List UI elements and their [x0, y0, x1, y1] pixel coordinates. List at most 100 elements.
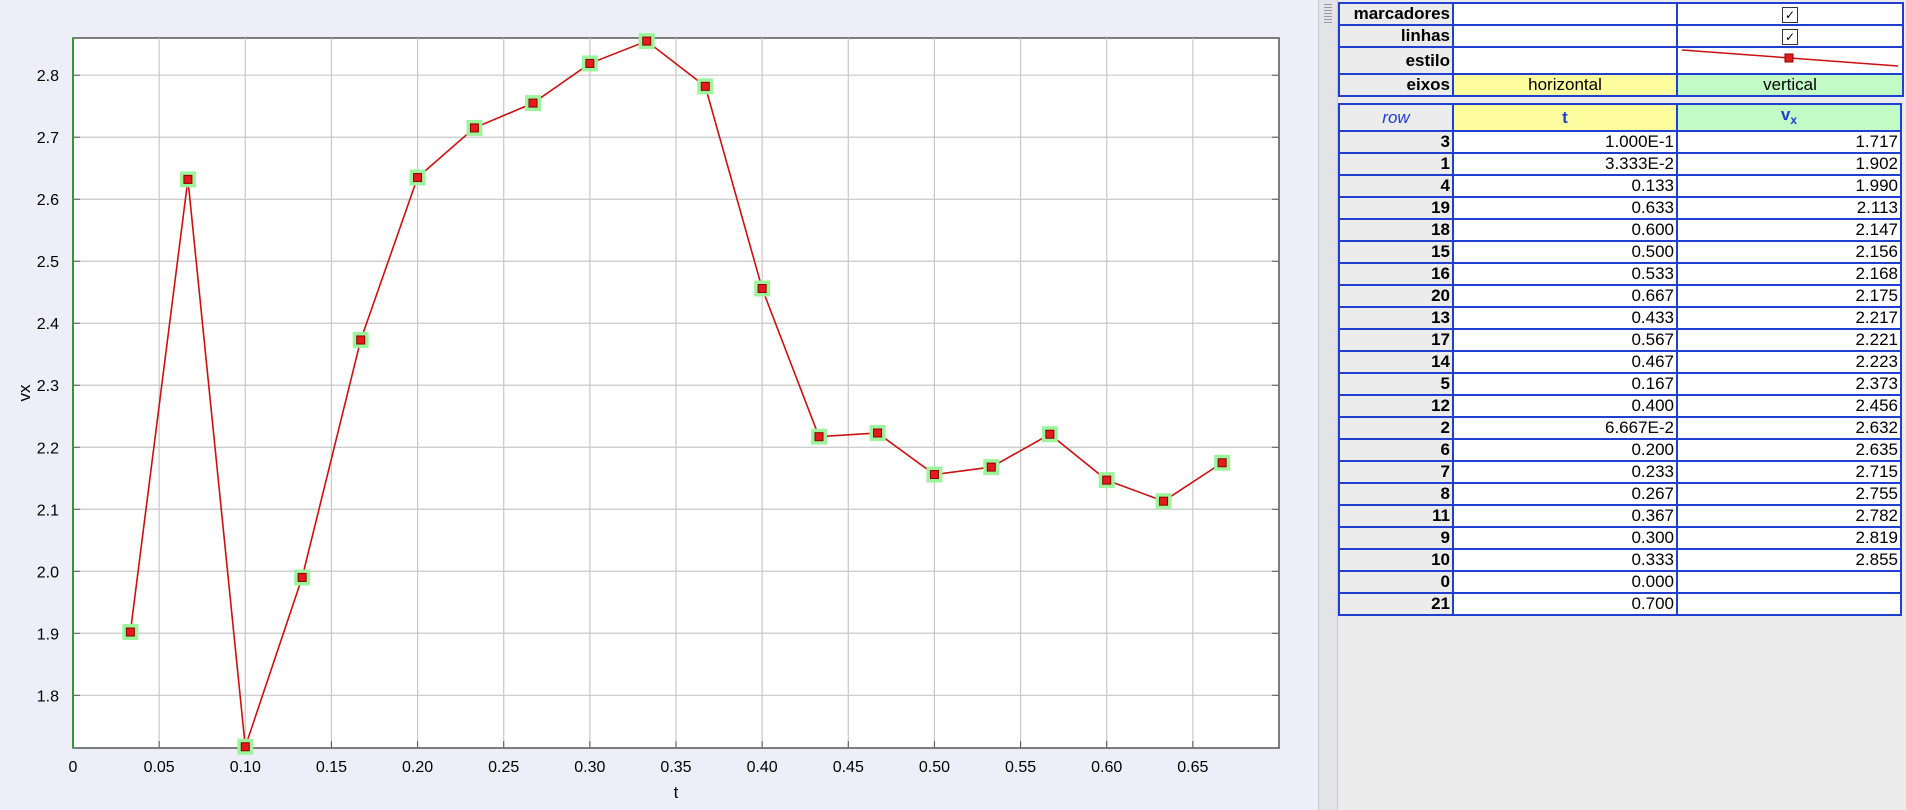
splitter-grip-icon[interactable] [1324, 4, 1332, 24]
t-cell[interactable]: 0.300 [1452, 526, 1678, 550]
table-row[interactable]: 4 0.133 1.990 [1338, 174, 1902, 198]
t-cell[interactable]: 0.567 [1452, 328, 1678, 352]
t-cell[interactable]: 0.600 [1452, 218, 1678, 242]
t-cell[interactable]: 0.467 [1452, 350, 1678, 374]
table-row[interactable]: 5 0.167 2.373 [1338, 372, 1902, 396]
data-point-marker[interactable] [240, 742, 250, 752]
vx-cell[interactable]: 2.373 [1676, 372, 1902, 396]
t-cell[interactable]: 1.000E-1 [1452, 130, 1678, 154]
row-index-cell[interactable]: 5 [1338, 372, 1454, 396]
row-index-cell[interactable]: 10 [1338, 548, 1454, 572]
t-cell[interactable]: 0.633 [1452, 196, 1678, 220]
vertical-axis-column[interactable]: vertical [1676, 73, 1904, 97]
table-row[interactable]: 16 0.533 2.168 [1338, 262, 1902, 286]
vx-cell[interactable]: 2.113 [1676, 196, 1902, 220]
vx-cell[interactable]: 2.147 [1676, 218, 1902, 242]
data-point-marker[interactable] [986, 462, 996, 472]
data-point-marker[interactable] [297, 572, 307, 582]
t-cell[interactable]: 0.133 [1452, 174, 1678, 198]
table-row[interactable]: 13 0.433 2.217 [1338, 306, 1902, 330]
table-row[interactable]: 10 0.333 2.855 [1338, 548, 1902, 572]
t-cell[interactable]: 0.200 [1452, 438, 1678, 462]
vx-cell[interactable]: 2.168 [1676, 262, 1902, 286]
table-row[interactable]: 7 0.233 2.715 [1338, 460, 1902, 484]
vx-cell[interactable]: 2.755 [1676, 482, 1902, 506]
t-cell[interactable]: 0.367 [1452, 504, 1678, 528]
vx-cell[interactable]: 1.902 [1676, 152, 1902, 176]
t-cell[interactable]: 6.667E-2 [1452, 416, 1678, 440]
vx-cell[interactable]: 2.632 [1676, 416, 1902, 440]
table-row[interactable]: 6 0.200 2.635 [1338, 438, 1902, 462]
table-row[interactable]: 0 0.000 [1338, 570, 1902, 594]
row-index-cell[interactable]: 14 [1338, 350, 1454, 374]
t-cell[interactable]: 0.267 [1452, 482, 1678, 506]
t-cell[interactable]: 0.500 [1452, 240, 1678, 264]
row-index-cell[interactable]: 19 [1338, 196, 1454, 220]
t-cell[interactable]: 0.667 [1452, 284, 1678, 308]
row-column-header[interactable]: row [1338, 103, 1454, 132]
markers-checkbox[interactable]: ✓ [1782, 6, 1798, 23]
table-row[interactable]: 21 0.700 [1338, 592, 1902, 616]
data-point-marker[interactable] [1102, 475, 1112, 485]
t-column-header[interactable]: t [1452, 103, 1678, 132]
data-point-marker[interactable] [1159, 496, 1169, 506]
data-point-marker[interactable] [1217, 458, 1227, 468]
table-row[interactable]: 11 0.367 2.782 [1338, 504, 1902, 528]
table-row[interactable]: 8 0.267 2.755 [1338, 482, 1902, 506]
row-index-cell[interactable]: 6 [1338, 438, 1454, 462]
row-index-cell[interactable]: 20 [1338, 284, 1454, 308]
vx-cell[interactable]: 1.717 [1676, 130, 1902, 154]
panel-splitter[interactable] [1318, 0, 1338, 810]
vx-cell[interactable]: 2.223 [1676, 350, 1902, 374]
vx-cell[interactable]: 2.175 [1676, 284, 1902, 308]
t-cell[interactable]: 3.333E-2 [1452, 152, 1678, 176]
t-cell[interactable]: 0.000 [1452, 570, 1678, 594]
vx-cell[interactable] [1676, 592, 1902, 616]
vx-cell[interactable]: 2.819 [1676, 526, 1902, 550]
horizontal-axis-column[interactable]: horizontal [1452, 73, 1678, 97]
data-point-marker[interactable] [183, 174, 193, 184]
data-point-marker[interactable] [757, 284, 767, 294]
row-index-cell[interactable]: 7 [1338, 460, 1454, 484]
row-index-cell[interactable]: 11 [1338, 504, 1454, 528]
table-row[interactable]: 18 0.600 2.147 [1338, 218, 1902, 242]
row-index-cell[interactable]: 9 [1338, 526, 1454, 550]
vx-cell[interactable]: 2.221 [1676, 328, 1902, 352]
t-cell[interactable]: 0.233 [1452, 460, 1678, 484]
t-cell[interactable]: 0.400 [1452, 394, 1678, 418]
row-index-cell[interactable]: 8 [1338, 482, 1454, 506]
row-index-cell[interactable]: 21 [1338, 592, 1454, 616]
vx-cell[interactable] [1676, 570, 1902, 594]
row-index-cell[interactable]: 12 [1338, 394, 1454, 418]
vx-cell[interactable]: 1.990 [1676, 174, 1902, 198]
data-point-marker[interactable] [642, 36, 652, 46]
vx-cell[interactable]: 2.456 [1676, 394, 1902, 418]
table-row[interactable]: 20 0.667 2.175 [1338, 284, 1902, 308]
table-row[interactable]: 15 0.500 2.156 [1338, 240, 1902, 264]
t-cell[interactable]: 0.167 [1452, 372, 1678, 396]
vx-cell[interactable]: 2.635 [1676, 438, 1902, 462]
data-point-marker[interactable] [528, 98, 538, 108]
data-point-marker[interactable] [1045, 429, 1055, 439]
row-index-cell[interactable]: 18 [1338, 218, 1454, 242]
chart-panel[interactable]: 0 0.05 0.10 0.15 0.20 0.25 0.30 0.35 0.40 0.45 0.5… [0, 0, 1318, 810]
vx-cell[interactable]: 2.782 [1676, 504, 1902, 528]
vx-cell[interactable]: 2.217 [1676, 306, 1902, 330]
table-row[interactable]: 19 0.633 2.113 [1338, 196, 1902, 220]
lines-checkbox[interactable]: ✓ [1782, 28, 1798, 45]
line-chart[interactable]: 0 0.05 0.10 0.15 0.20 0.25 0.30 0.35 0.40 0.45 0.5… [0, 0, 1318, 810]
vx-cell[interactable]: 2.715 [1676, 460, 1902, 484]
t-cell[interactable]: 0.433 [1452, 306, 1678, 330]
row-index-cell[interactable]: 0 [1338, 570, 1454, 594]
vx-cell[interactable]: 2.855 [1676, 548, 1902, 572]
data-point-marker[interactable] [356, 335, 366, 345]
t-cell[interactable]: 0.700 [1452, 592, 1678, 616]
row-index-cell[interactable]: 2 [1338, 416, 1454, 440]
table-row[interactable]: 1 3.333E-2 1.902 [1338, 152, 1902, 176]
data-point-marker[interactable] [700, 81, 710, 91]
data-point-marker[interactable] [814, 432, 824, 442]
data-point-marker[interactable] [413, 173, 423, 183]
row-index-cell[interactable]: 17 [1338, 328, 1454, 352]
table-row[interactable]: 17 0.567 2.221 [1338, 328, 1902, 352]
line-style-preview[interactable] [1676, 46, 1904, 75]
